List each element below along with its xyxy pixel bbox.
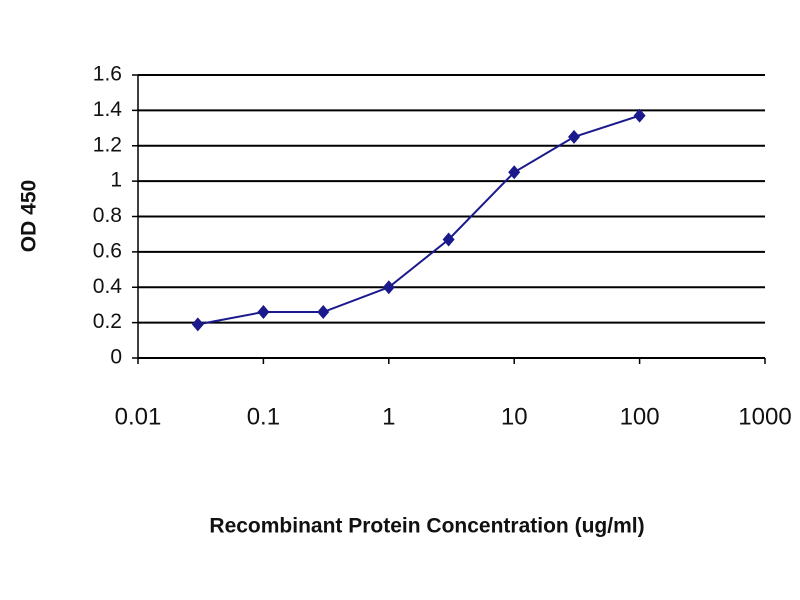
data-point bbox=[568, 129, 581, 144]
data-point bbox=[191, 317, 204, 332]
y-tick-label: 0 bbox=[110, 346, 122, 369]
y-tick-label: 0.4 bbox=[93, 275, 123, 298]
y-tick-label: 1.2 bbox=[93, 133, 122, 156]
data-point bbox=[317, 305, 330, 320]
y-tick-label: 0.8 bbox=[93, 204, 122, 227]
x-axis-title: Recombinant Protein Concentration (ug/ml… bbox=[209, 515, 644, 538]
x-tick-label: 1 bbox=[382, 403, 395, 430]
x-tick-label: 1000 bbox=[738, 403, 791, 430]
y-tick-label: 1 bbox=[110, 169, 122, 192]
y-axis-title: OD 450 bbox=[18, 180, 41, 252]
y-tick-label: 1.6 bbox=[93, 63, 122, 86]
x-tick-label: 10 bbox=[501, 403, 528, 430]
data-point bbox=[508, 165, 521, 180]
data-point bbox=[382, 280, 395, 295]
x-tick-label: 0.1 bbox=[247, 403, 280, 430]
y-tick-label: 0.6 bbox=[93, 239, 122, 262]
data-line bbox=[197, 114, 640, 326]
data-point bbox=[257, 305, 270, 320]
x-tick-label: 100 bbox=[620, 403, 660, 430]
x-tick-label: 0.01 bbox=[115, 403, 162, 430]
y-tick-label: 1.4 bbox=[93, 98, 123, 121]
data-point bbox=[633, 108, 646, 123]
y-tick-label: 0.2 bbox=[93, 310, 122, 333]
data-point bbox=[442, 232, 455, 247]
